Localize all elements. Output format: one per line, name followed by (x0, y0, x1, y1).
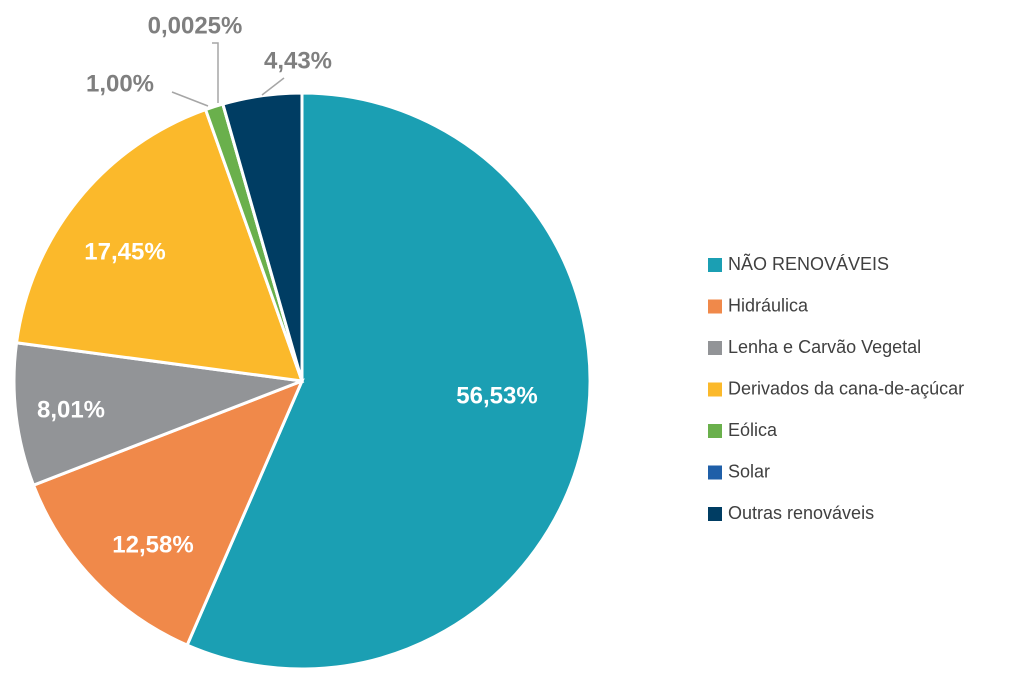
data-label: 56,53% (456, 382, 537, 409)
leader-line (212, 42, 219, 103)
pie-slice (185, 91, 592, 671)
pie-slice (221, 91, 304, 382)
legend-label: Outras renováveis (728, 503, 874, 523)
legend-label: Lenha e Carvão Vegetal (728, 337, 921, 357)
legend-swatch (708, 299, 722, 314)
pie-slice (12, 341, 303, 488)
pie-slice (14, 107, 305, 383)
legend-label: Solar (728, 461, 770, 481)
legend-swatch (708, 424, 722, 438)
data-label: 17,45% (84, 238, 165, 265)
legend-swatch (708, 507, 722, 521)
legend-swatch (708, 465, 722, 480)
leader-line (261, 77, 285, 96)
data-label: 12,58% (112, 531, 193, 558)
leader-line (171, 91, 209, 107)
legend-swatch (708, 258, 722, 272)
data-label: 1,00% (86, 70, 154, 97)
legend-label: Eólica (728, 420, 778, 440)
pie-slice (31, 378, 305, 648)
legend-swatch (708, 341, 722, 355)
legend-label: NÃO RENOVÁVEIS (728, 253, 889, 274)
data-label: 8,01% (37, 396, 105, 423)
legend-swatch (708, 382, 722, 397)
legend-label: Hidráulica (728, 295, 809, 315)
data-label: 0,0025% (148, 12, 243, 39)
data-label: 4,43% (264, 47, 332, 74)
legend-label: Derivados da cana-de-açúcar (728, 378, 964, 398)
